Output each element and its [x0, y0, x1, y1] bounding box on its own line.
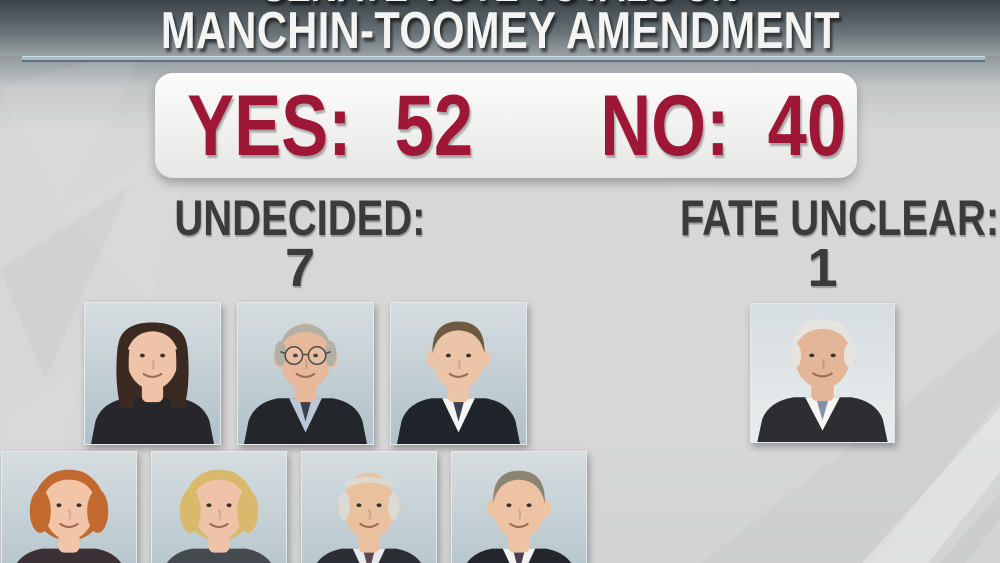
senator-photo: [1, 451, 137, 563]
fate-unclear-label: FATE UNCLEAR:: [640, 190, 1000, 246]
yes-label: YES:: [187, 77, 352, 174]
senator-photo: [390, 302, 527, 445]
no-value: 40: [767, 77, 847, 174]
undecided-label: UNDECIDED:: [60, 190, 540, 246]
senator-photo: [84, 302, 221, 445]
title-line-1: SENATE VOTE TOTALS ON: [0, 0, 1000, 8]
no-label: NO:: [599, 77, 729, 174]
fate-unclear-count: 1: [807, 238, 838, 298]
title-line-2: MANCHIN-TOOMEY AMENDMENT: [0, 5, 1000, 57]
title-line-2-text: MANCHIN-TOOMEY AMENDMENT: [160, 2, 840, 60]
title-line-1-text: SENATE VOTE TOTALS ON: [262, 0, 738, 8]
vote-totals-banner: YES: 52 NO: 40: [155, 73, 857, 178]
senator-photo: [451, 451, 587, 563]
header-band: [0, 0, 1000, 56]
senator-photo: [750, 303, 895, 443]
undecided-label-text: UNDECIDED:: [174, 190, 426, 246]
no-total: NO: 40: [586, 83, 855, 169]
yes-value: 52: [394, 77, 473, 174]
yes-total: YES: 52: [169, 83, 481, 169]
undecided-count: 7: [284, 238, 316, 298]
senator-photo: [151, 451, 287, 563]
header-divider-line: [22, 56, 985, 62]
senator-photo: [301, 451, 437, 563]
fate-unclear-label-text: FATE UNCLEAR:: [679, 190, 1000, 246]
senator-photo: [237, 302, 374, 445]
undecided-photos-row-2: [1, 451, 587, 563]
undecided-photos-row-1: [84, 302, 527, 445]
undecided-section: UNDECIDED: 7: [60, 190, 540, 298]
fate-unclear-section: FATE UNCLEAR: 1: [640, 190, 1000, 298]
